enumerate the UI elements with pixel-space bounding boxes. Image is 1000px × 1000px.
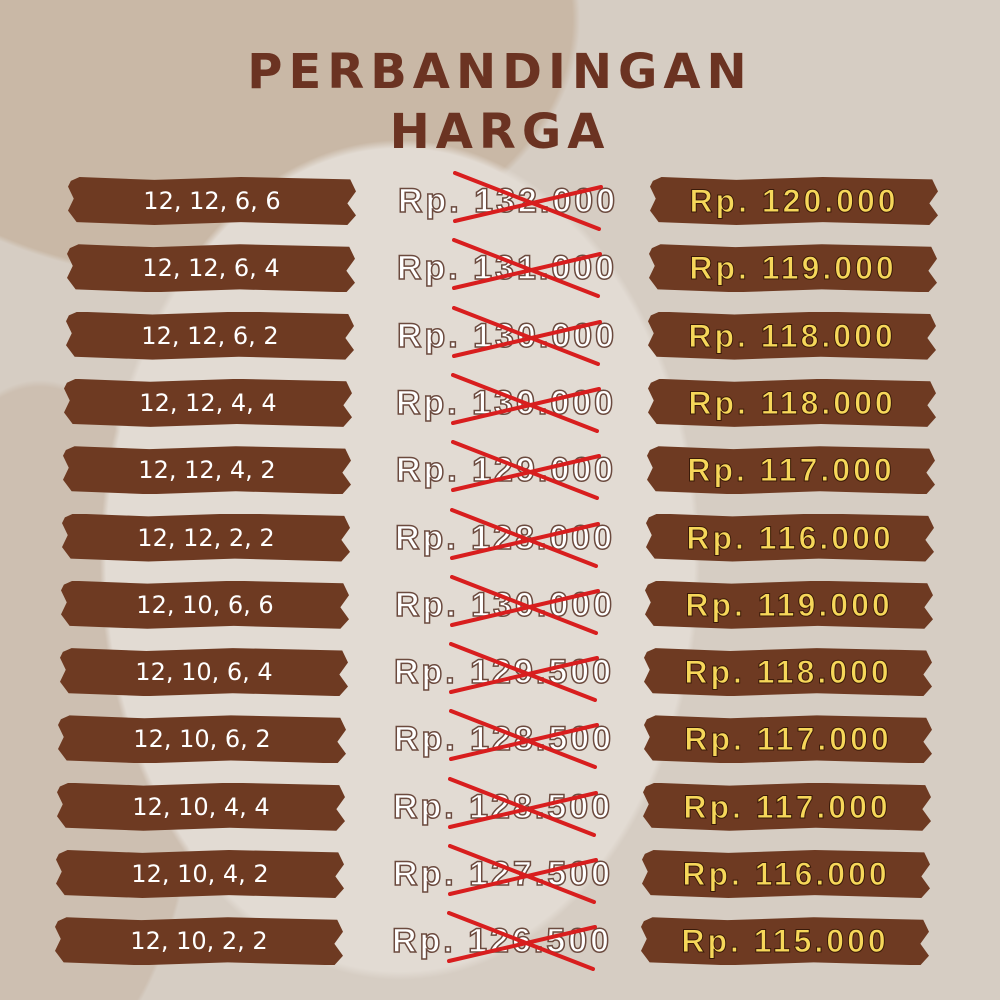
strikethrough-x-icon <box>453 171 603 231</box>
spec-bar: 12, 10, 6, 6 <box>61 580 349 629</box>
strikethrough-x-icon <box>450 507 600 568</box>
new-price-bar: Rp. 115.000 <box>641 917 929 966</box>
price-row: 12, 12, 2, 2 Rp. 128.000 Rp. 116.000 <box>0 507 1000 568</box>
old-price-text: Rp. 128.000 <box>394 518 616 558</box>
old-price: Rp. 130.000 <box>376 372 636 433</box>
price-row: 12, 12, 6, 6 Rp. 132.000 Rp. 120.000 <box>0 171 1000 231</box>
spec-bar: 12, 10, 6, 2 <box>58 715 346 764</box>
new-price: Rp. 115.000 <box>681 923 889 960</box>
new-price-bar: Rp. 119.000 <box>645 580 933 629</box>
price-row: 12, 10, 6, 6 Rp. 130.000 Rp. 119.000 <box>0 574 1000 635</box>
price-row: 12, 10, 6, 2 Rp. 128.500 Rp. 117.000 <box>0 709 1000 770</box>
new-price: Rp. 119.000 <box>689 250 897 287</box>
new-price: Rp. 116.000 <box>682 856 890 893</box>
new-price: Rp. 117.000 <box>687 452 895 489</box>
strikethrough-x-icon <box>452 305 602 366</box>
old-price-text: Rp. 126.500 <box>391 922 613 962</box>
old-price: Rp. 131.000 <box>377 238 637 299</box>
strikethrough-x-icon <box>448 776 598 837</box>
old-price-text: Rp. 129.500 <box>393 652 615 692</box>
new-price-bar: Rp. 120.000 <box>650 177 938 225</box>
title-line-2: HARGA <box>389 104 611 160</box>
spec-label: 12, 10, 6, 2 <box>133 725 271 754</box>
old-price: Rp. 130.000 <box>375 574 635 635</box>
price-row: 12, 10, 4, 4 Rp. 128.500 Rp. 117.000 <box>0 776 1000 837</box>
spec-label: 12, 10, 4, 2 <box>131 860 269 888</box>
old-price: Rp. 128.000 <box>375 507 635 568</box>
spec-bar: 12, 10, 4, 2 <box>56 850 344 898</box>
new-price-bar: Rp. 118.000 <box>648 378 936 427</box>
old-price: Rp. 130.000 <box>377 305 637 366</box>
spec-label: 12, 10, 6, 4 <box>135 658 273 687</box>
spec-label: 12, 12, 4, 2 <box>138 456 276 485</box>
new-price-bar: Rp. 117.000 <box>647 446 935 495</box>
old-price: Rp. 129.500 <box>374 642 634 703</box>
old-price: Rp. 126.500 <box>372 911 632 972</box>
spec-bar: 12, 12, 6, 4 <box>67 244 355 293</box>
spec-bar: 12, 12, 2, 2 <box>62 513 350 562</box>
new-price: Rp. 117.000 <box>684 721 892 758</box>
spec-label: 12, 12, 4, 4 <box>139 388 277 417</box>
new-price-bar: Rp. 119.000 <box>649 244 937 293</box>
old-price-text: Rp. 130.000 <box>394 585 616 625</box>
spec-bar: 12, 12, 4, 4 <box>64 378 352 427</box>
new-price-bar: Rp. 118.000 <box>648 311 936 360</box>
new-price-bar: Rp. 116.000 <box>642 850 930 898</box>
spec-label: 12, 12, 2, 2 <box>137 523 275 552</box>
price-row: 12, 10, 2, 2 Rp. 126.500 Rp. 115.000 <box>0 911 1000 972</box>
new-price: Rp. 118.000 <box>688 317 896 354</box>
old-price-text: Rp. 132.000 <box>397 181 619 221</box>
price-row: 12, 12, 6, 2 Rp. 130.000 Rp. 118.000 <box>0 305 1000 366</box>
old-price-text: Rp. 127.500 <box>392 854 614 894</box>
spec-label: 12, 12, 6, 6 <box>143 187 281 215</box>
strikethrough-x-icon <box>451 372 601 433</box>
spec-label: 12, 10, 4, 4 <box>132 792 270 821</box>
old-price-text: Rp. 128.500 <box>392 787 614 827</box>
old-price: Rp. 128.500 <box>373 776 633 837</box>
price-row: 12, 10, 6, 4 Rp. 129.500 Rp. 118.000 <box>0 642 1000 703</box>
new-price: Rp. 119.000 <box>685 586 893 623</box>
price-row: 12, 12, 4, 4 Rp. 130.000 Rp. 118.000 <box>0 372 1000 433</box>
price-row: 12, 10, 4, 2 Rp. 127.500 Rp. 116.000 <box>0 844 1000 904</box>
spec-bar: 12, 12, 6, 6 <box>68 177 356 225</box>
old-price-text: Rp. 130.000 <box>395 383 617 423</box>
old-price: Rp. 128.500 <box>374 709 634 770</box>
spec-label: 12, 12, 6, 4 <box>142 254 280 283</box>
old-price: Rp. 132.000 <box>378 171 638 231</box>
price-row: 12, 12, 4, 2 Rp. 129.000 Rp. 117.000 <box>0 440 1000 501</box>
strikethrough-x-icon <box>447 911 597 972</box>
old-price-text: Rp. 128.500 <box>393 720 615 760</box>
spec-bar: 12, 10, 2, 2 <box>55 917 343 966</box>
old-price-text: Rp. 130.000 <box>396 316 618 356</box>
spec-label: 12, 10, 6, 6 <box>136 590 274 619</box>
strikethrough-x-icon <box>448 844 598 904</box>
new-price: Rp. 118.000 <box>684 654 892 691</box>
strikethrough-x-icon <box>450 574 600 635</box>
spec-bar: 12, 12, 4, 2 <box>63 446 351 495</box>
spec-bar: 12, 12, 6, 2 <box>66 311 354 360</box>
new-price-bar: Rp. 118.000 <box>644 648 932 697</box>
strikethrough-x-icon <box>449 642 599 703</box>
new-price: Rp. 118.000 <box>688 384 896 421</box>
old-price: Rp. 129.000 <box>376 440 636 501</box>
spec-bar: 12, 10, 4, 4 <box>57 782 345 831</box>
old-price-text: Rp. 131.000 <box>396 249 618 289</box>
new-price-bar: Rp. 116.000 <box>646 513 934 562</box>
new-price: Rp. 117.000 <box>683 788 891 825</box>
new-price: Rp. 120.000 <box>689 183 899 220</box>
strikethrough-x-icon <box>449 709 599 770</box>
old-price: Rp. 127.500 <box>373 844 633 904</box>
new-price-bar: Rp. 117.000 <box>643 782 931 831</box>
new-price-bar: Rp. 117.000 <box>644 715 932 764</box>
spec-label: 12, 12, 6, 2 <box>141 321 279 350</box>
strikethrough-x-icon <box>451 440 601 501</box>
old-price-text: Rp. 129.000 <box>395 450 617 490</box>
price-row: 12, 12, 6, 4 Rp. 131.000 Rp. 119.000 <box>0 238 1000 299</box>
title-line-1: PERBANDINGAN <box>247 44 753 100</box>
strikethrough-x-icon <box>452 238 602 299</box>
spec-bar: 12, 10, 6, 4 <box>60 648 348 697</box>
new-price: Rp. 116.000 <box>686 519 894 556</box>
spec-label: 12, 10, 2, 2 <box>130 927 268 956</box>
